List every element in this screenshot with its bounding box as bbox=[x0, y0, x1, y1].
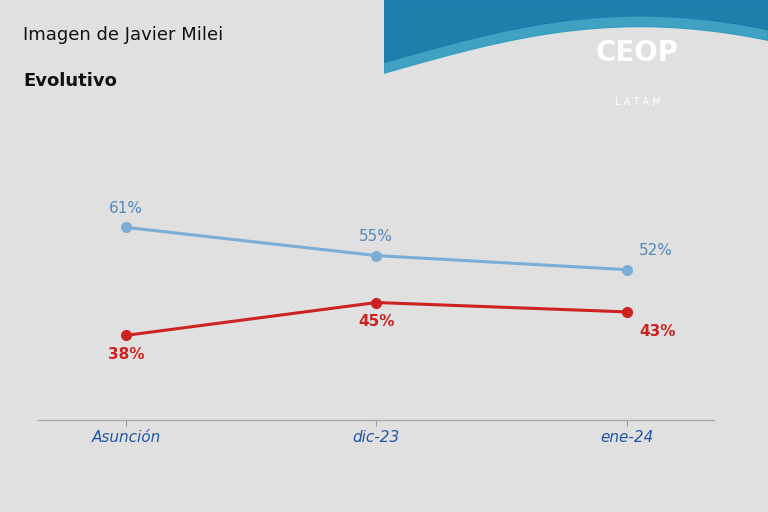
Text: 43%: 43% bbox=[639, 324, 676, 338]
Text: Evolutivo: Evolutivo bbox=[23, 72, 117, 90]
Text: 45%: 45% bbox=[359, 314, 396, 329]
Polygon shape bbox=[384, 0, 768, 62]
Text: 38%: 38% bbox=[108, 347, 145, 362]
Text: 61%: 61% bbox=[108, 201, 143, 216]
Text: L A T A M: L A T A M bbox=[614, 97, 660, 108]
Polygon shape bbox=[384, 0, 768, 73]
Text: 55%: 55% bbox=[359, 229, 392, 244]
Text: CEOP: CEOP bbox=[596, 39, 679, 67]
Text: Imagen de Javier Milei: Imagen de Javier Milei bbox=[23, 26, 223, 44]
Text: 52%: 52% bbox=[639, 243, 673, 258]
